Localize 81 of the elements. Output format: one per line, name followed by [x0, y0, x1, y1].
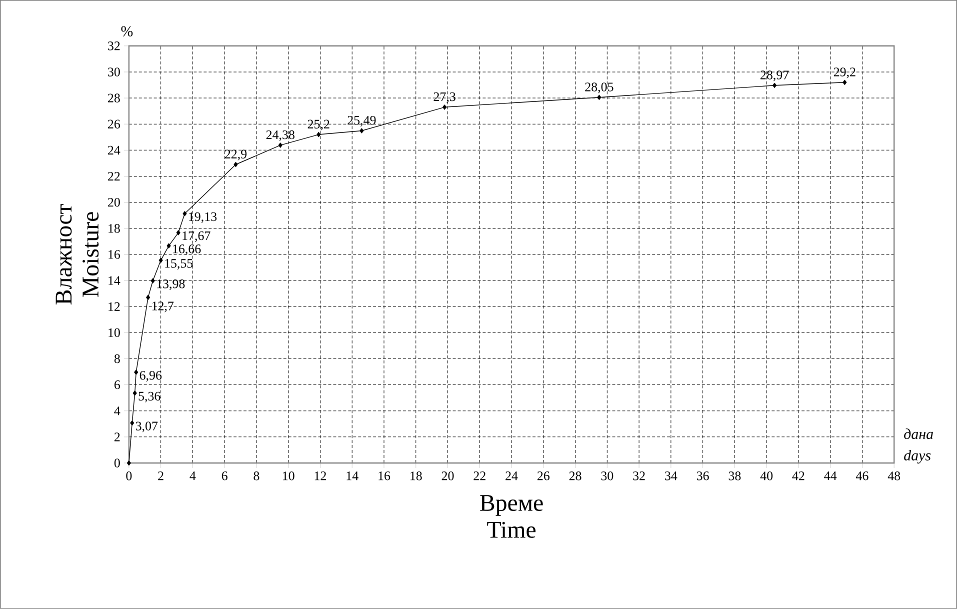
data-label: 12,7	[152, 302, 174, 312]
point	[132, 390, 137, 396]
x-tick-label: 2	[158, 472, 164, 480]
data-label: 16,66	[173, 244, 201, 256]
y-tick-label: 22	[108, 172, 120, 181]
point	[442, 104, 447, 110]
point	[842, 80, 847, 85]
x-tick-label: 10	[283, 472, 294, 480]
x-tick-label: 44	[824, 472, 837, 480]
y-tick-label: 14	[108, 276, 120, 285]
y-tick-label: 10	[108, 328, 120, 338]
x-tick-label: 14	[346, 472, 358, 480]
x-tick-label: 26	[537, 472, 550, 480]
text: дана	[904, 428, 933, 440]
x-tick-label: 28	[569, 472, 582, 480]
text: days	[904, 450, 931, 464]
data-label: 22,9	[224, 150, 247, 160]
data-label: 27,3	[434, 92, 456, 103]
y-tick-label: 0	[114, 458, 120, 468]
y-tick-label: 18	[108, 224, 120, 233]
x-tick-label: 18	[410, 472, 422, 480]
x-tick-label: 12	[314, 472, 326, 480]
x-tick-label: 36	[696, 472, 709, 480]
y-tick-label: 28	[108, 94, 120, 102]
point	[234, 162, 238, 168]
x-tick-label: 40	[760, 472, 773, 480]
x-tick-label: 38	[728, 472, 741, 480]
point	[182, 211, 187, 216]
x-tick-label: 30	[601, 472, 614, 480]
x-tick-label: 32	[633, 472, 645, 480]
y-axis-title: Влажност Moisture	[56, 204, 99, 305]
x-tick-label: 8	[254, 472, 260, 480]
point	[126, 460, 131, 466]
x-tick-label: 48	[888, 472, 900, 480]
x-axis-title: Време Time	[480, 495, 543, 538]
point	[158, 258, 163, 263]
y-tick-label: 2	[114, 432, 120, 442]
point	[597, 94, 602, 100]
data-label: 6,96	[140, 371, 162, 382]
y-tick-label: 6	[114, 380, 120, 390]
data-label: 5,36	[138, 392, 160, 402]
x-tick-label: 6	[222, 472, 228, 480]
data-label: 25,2	[308, 120, 330, 130]
point	[772, 82, 777, 88]
point	[176, 230, 180, 236]
x-tick-label: 0	[126, 472, 132, 480]
point	[278, 142, 282, 148]
y-tick-label: 4	[114, 406, 120, 416]
x-tick-label: 22	[474, 472, 486, 480]
point	[166, 243, 171, 248]
data-label: 13,98	[157, 280, 185, 290]
data-label: 28,97	[760, 70, 789, 82]
point	[316, 132, 321, 138]
point	[134, 370, 138, 375]
y-tick-label: 20	[108, 198, 120, 207]
data-label: 3,07	[136, 422, 158, 432]
y-tick-label: 26	[108, 120, 120, 128]
y-tick-label: 30	[108, 68, 120, 76]
x-tick-label: 42	[792, 472, 804, 480]
y-tick-label: 32	[108, 42, 120, 50]
x-tick-label: 24	[506, 472, 518, 480]
point	[150, 278, 155, 284]
x-tick-label: 46	[856, 472, 868, 480]
data-label: 19,13	[189, 212, 217, 223]
x-tick-label: 34	[665, 472, 678, 480]
y-tick-label: 8	[114, 354, 120, 364]
x-tick-label: 20	[442, 472, 454, 480]
data-label: 28,05	[585, 82, 614, 94]
point	[360, 128, 364, 134]
y-tick-label: 24	[108, 146, 120, 154]
data-label: 15,55	[165, 259, 193, 270]
x-tick-label: 16	[378, 472, 390, 480]
point	[130, 420, 134, 426]
data-label: 17,67	[182, 231, 210, 242]
data-label: 29,2	[834, 68, 856, 78]
point	[146, 294, 150, 300]
data-label: 24,38	[266, 130, 294, 142]
text: %	[121, 26, 133, 36]
y-tick-label: 16	[108, 250, 120, 259]
x-tick-label: 4	[190, 472, 196, 480]
y-tick-label: 12	[108, 302, 120, 311]
